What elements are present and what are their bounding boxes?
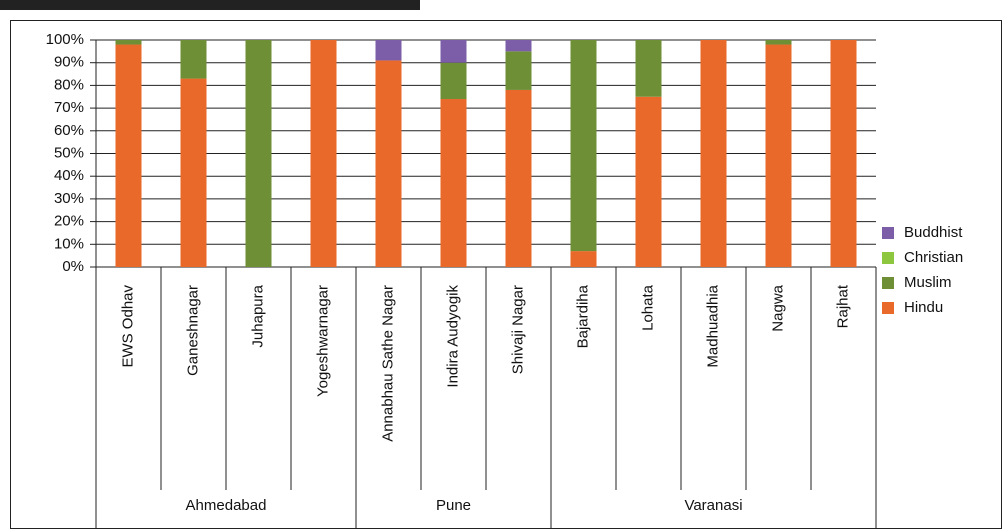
y-tick-label: 50%	[54, 144, 84, 161]
y-tick-label: 30%	[54, 190, 84, 207]
bar-segment	[375, 40, 402, 61]
x-tick-label: Shivaji Nagar	[509, 285, 526, 374]
x-tick-label: Indira Audyogik	[444, 285, 461, 388]
x-tick-label: EWS Odhav	[119, 285, 136, 368]
group-label: Varanasi	[684, 497, 742, 514]
legend-swatch	[882, 252, 894, 264]
x-tick-label: Nagwa	[769, 284, 786, 331]
bar-segment	[180, 78, 207, 267]
bar-segment	[440, 40, 467, 63]
bar-segment	[115, 44, 142, 267]
bar-segment	[310, 40, 337, 267]
x-tick-label: Ganeshnagar	[184, 285, 201, 376]
x-tick-label: Annabhau Sathe Nagar	[379, 285, 396, 442]
legend-swatch	[882, 227, 894, 239]
group-label: Pune	[436, 497, 471, 514]
legend-label: Christian	[904, 249, 963, 266]
y-tick-label: 80%	[54, 76, 84, 93]
legend-swatch	[882, 277, 894, 289]
y-tick-label: 70%	[54, 99, 84, 116]
y-tick-label: 100%	[46, 31, 84, 48]
bar-segment	[830, 40, 857, 267]
bar-segment	[505, 40, 532, 52]
x-tick-label: Lohata	[639, 284, 656, 331]
x-tick-label: Bajardiha	[574, 284, 591, 348]
bar-segment	[115, 40, 142, 45]
y-tick-label: 40%	[54, 167, 84, 184]
bar-segment	[570, 251, 597, 267]
cropped-heading	[0, 0, 420, 10]
legend-swatch	[882, 302, 894, 314]
bar-segment	[635, 96, 662, 267]
legend-label: Muslim	[904, 274, 952, 291]
bar-segment	[505, 89, 532, 267]
bar-segment	[245, 40, 272, 267]
bar-segment	[180, 40, 207, 79]
bar-segment	[440, 99, 467, 268]
legend-label: Hindu	[904, 299, 943, 316]
x-tick-label: Rajhat	[834, 284, 851, 328]
bar-segment	[635, 40, 662, 97]
y-tick-label: 90%	[54, 54, 84, 71]
bar-segment	[375, 60, 402, 268]
bar-segment	[765, 40, 792, 45]
x-tick-label: Madhuadhia	[704, 284, 721, 367]
group-label: Ahmedabad	[186, 497, 267, 514]
y-tick-label: 0%	[62, 258, 84, 275]
bar-segment	[570, 40, 597, 252]
bar-segment	[700, 40, 727, 267]
y-tick-label: 60%	[54, 122, 84, 139]
x-tick-label: Yogeshwarnagar	[314, 285, 331, 397]
y-tick-label: 20%	[54, 213, 84, 230]
bar-segment	[765, 44, 792, 267]
y-tick-label: 10%	[54, 235, 84, 252]
x-tick-label: Juhapura	[249, 284, 266, 347]
bar-segment	[440, 62, 467, 100]
bar-segment	[505, 51, 532, 90]
legend-label: Buddhist	[904, 224, 963, 241]
